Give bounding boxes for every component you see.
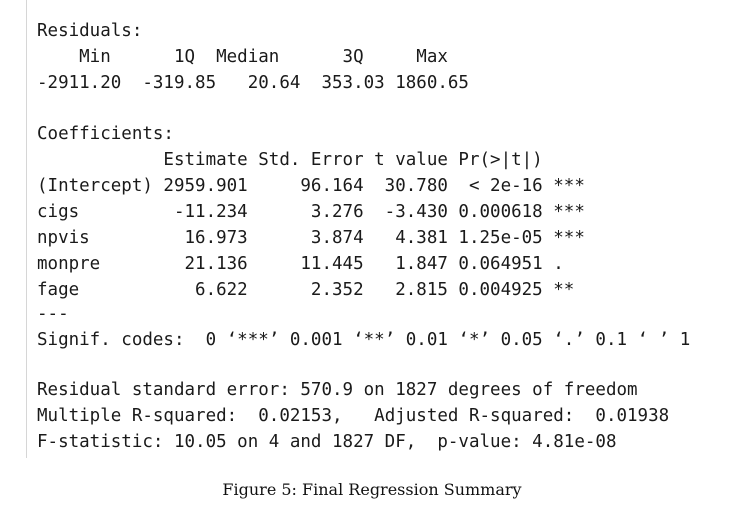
- coefficient-row-fage: fage 6.622 2.352 2.815 0.004925 **: [37, 280, 585, 300]
- coefficients-title: Coefficients:: [37, 124, 174, 144]
- f-statistic-line: F-statistic: 10.05 on 4 and 1827 DF, p-v…: [37, 432, 617, 452]
- r-squared-line: Multiple R-squared: 0.02153, Adjusted R-…: [37, 406, 680, 426]
- r-console-output: Residuals: Min 1Q Median 3Q Max -2911.20…: [26, 0, 739, 458]
- residual-standard-error: Residual standard error: 570.9 on 1827 d…: [37, 380, 638, 400]
- residuals-header: Min 1Q Median 3Q Max: [37, 47, 448, 67]
- signif-codes: Signif. codes: 0 ‘***’ 0.001 ‘**’ 0.01 ‘…: [37, 330, 691, 350]
- residuals-values: -2911.20 -319.85 20.64 353.03 1860.65: [37, 73, 469, 93]
- residuals-title: Residuals:: [37, 21, 143, 41]
- coefficient-row-intercept: (Intercept) 2959.901 96.164 30.780 < 2e-…: [37, 176, 585, 196]
- coefficients-header: Estimate Std. Error t value Pr(>|t|): [37, 150, 585, 170]
- coefficient-row-monpre: monpre 21.136 11.445 1.847 0.064951 .: [37, 254, 585, 274]
- separator-line: ---: [37, 304, 69, 324]
- figure-caption: Figure 5: Final Regression Summary: [222, 480, 522, 499]
- coefficient-row-npvis: npvis 16.973 3.874 4.381 1.25e-05 ***: [37, 228, 585, 248]
- coefficient-row-cigs: cigs -11.234 3.276 -3.430 0.000618 ***: [37, 202, 585, 222]
